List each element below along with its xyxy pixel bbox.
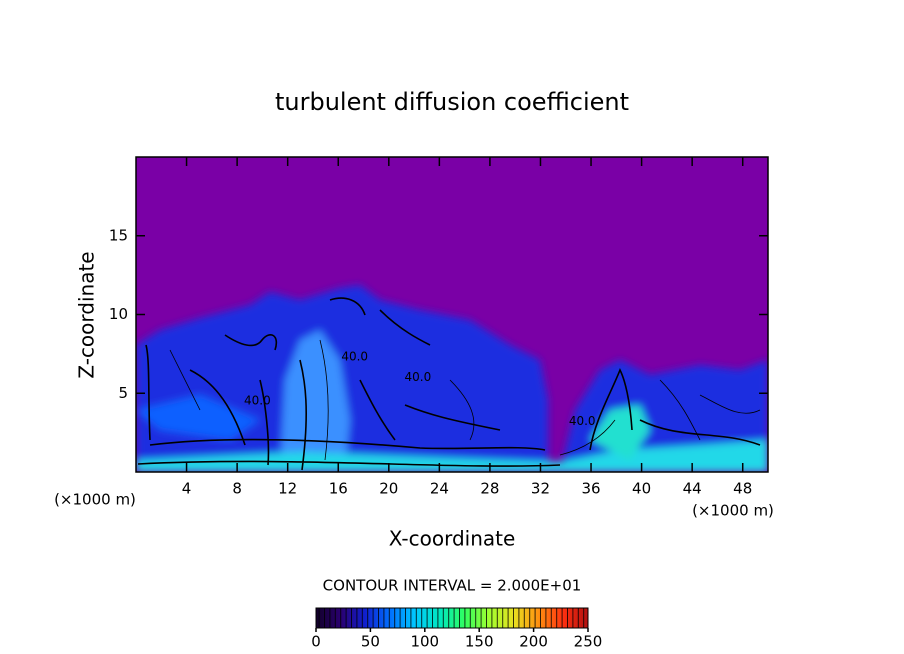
- colorbar-frame: [315, 607, 589, 629]
- contour-label: 40.0: [244, 394, 271, 408]
- y-tick-label: 15: [109, 226, 128, 244]
- contour-label: 40.0: [341, 350, 368, 364]
- colorbar-tick-label: 50: [361, 633, 380, 651]
- chart-title: turbulent diffusion coefficient: [275, 88, 629, 116]
- x-tick-label: 16: [329, 480, 348, 498]
- colorbar-tick-label: 100: [410, 633, 439, 651]
- contour-label: 40.0: [405, 370, 432, 384]
- x-tick-label: 40: [632, 480, 651, 498]
- y-tick-label: 10: [109, 305, 128, 323]
- x-axis-label: X-coordinate: [389, 527, 516, 551]
- contour-interval: CONTOUR INTERVAL = 2.000E+01: [323, 577, 582, 595]
- x-tick-label: 44: [683, 480, 702, 498]
- x-tick-label: 4: [182, 480, 192, 498]
- x-tick-label: 8: [232, 480, 242, 498]
- x-tick-label: 20: [379, 480, 398, 498]
- x-tick-label: 12: [278, 480, 297, 498]
- colorbar-tick-label: 150: [465, 633, 494, 651]
- colorbar-tick-label: 250: [574, 633, 603, 651]
- x-tick-label: 36: [581, 480, 600, 498]
- x-tick-label: 24: [430, 480, 449, 498]
- colorbar-tick-label: 0: [311, 633, 321, 651]
- x-tick-label: 32: [531, 480, 550, 498]
- colorbar-tick-label: 200: [519, 633, 548, 651]
- field: [136, 157, 768, 472]
- x-unit-left: (×1000 m): [54, 491, 136, 509]
- x-unit-right: (×1000 m): [692, 502, 774, 520]
- x-tick-label: 28: [480, 480, 499, 498]
- y-tick-label: 5: [118, 384, 128, 402]
- contour-label: 40.0: [569, 414, 596, 428]
- y-axis-label: Z-coordinate: [75, 251, 99, 378]
- x-tick-label: 48: [733, 480, 752, 498]
